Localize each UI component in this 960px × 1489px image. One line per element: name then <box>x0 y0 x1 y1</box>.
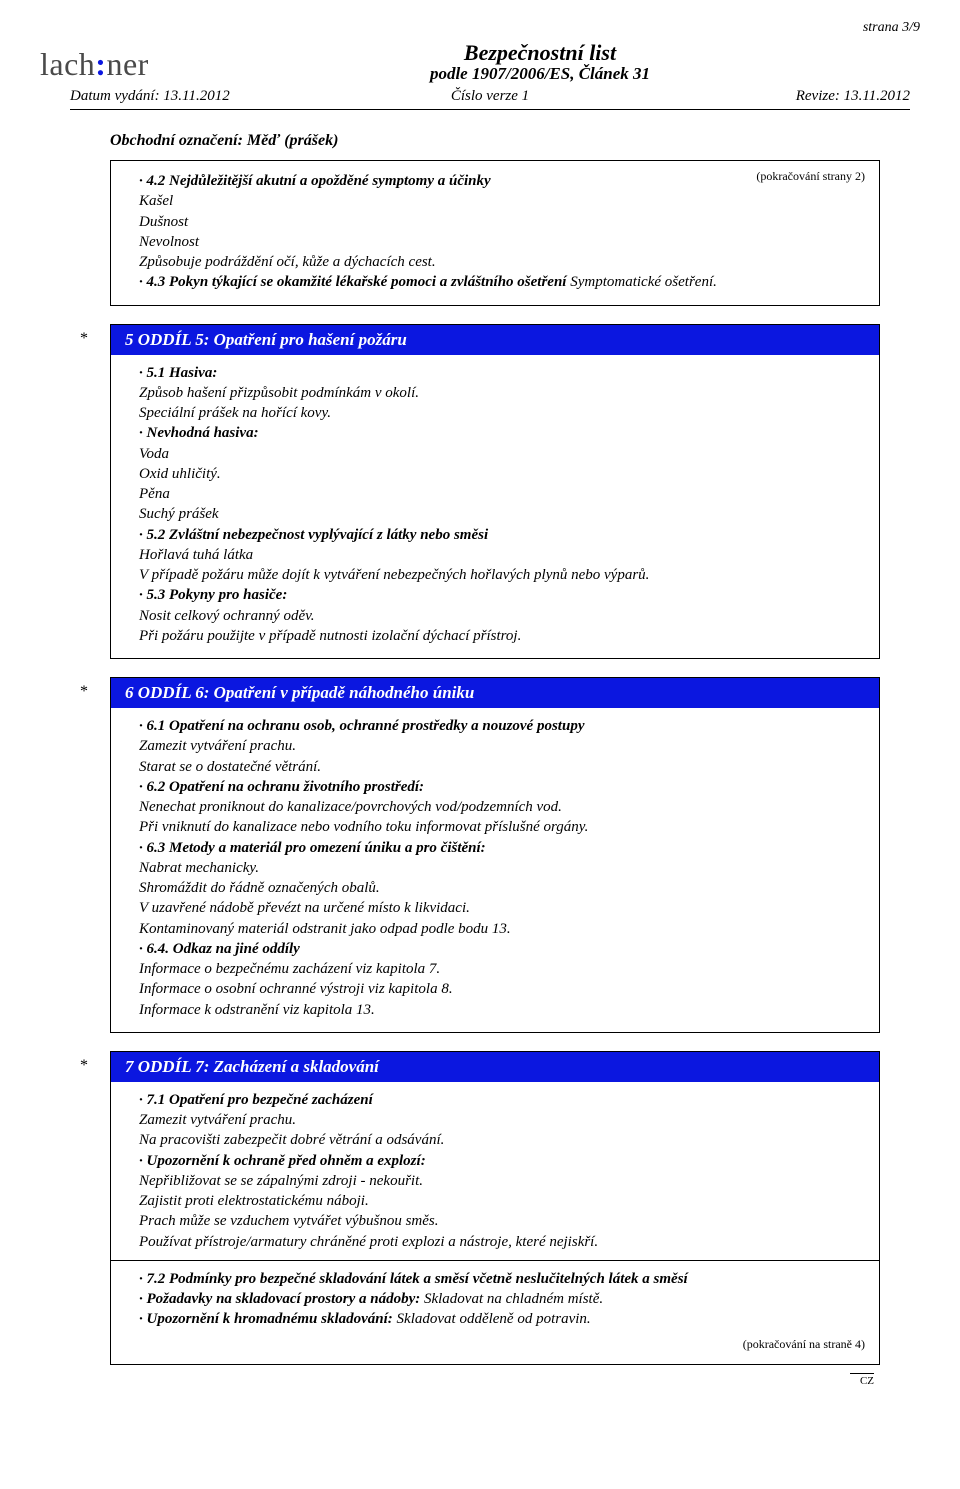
sec4-s3: Nevolnost <box>139 232 865 252</box>
asterisk-6: * <box>80 683 88 701</box>
sec7-hrom-b: Skladovat odděleně od potravin. <box>393 1311 591 1327</box>
doc-subtitle: podle 1907/2006/ES, Článek 31 <box>280 64 800 84</box>
sec5-hnev: Nevhodná hasiva: <box>139 425 259 441</box>
section-6-title: 6 ODDÍL 6: Opatření v případě náhodného … <box>110 677 880 708</box>
sec6-l5: Nabrat mechanicky. <box>139 858 865 878</box>
sec6-l7: V uzavřené nádobě převézt na určené míst… <box>139 898 865 918</box>
sec5-l10: Při požáru použijte v případě nutnosti i… <box>139 626 865 646</box>
version: Číslo verze 1 <box>350 88 630 105</box>
sec6-l10: Informace o osobní ochranné výstroji viz… <box>139 979 865 999</box>
sec4-s2: Dušnost <box>139 212 865 232</box>
issue-date: Datum vydání: 13.11.2012 <box>70 88 350 105</box>
sec6-l3: Nenechat proniknout do kanalizace/povrch… <box>139 797 865 817</box>
sec7-poz-b: Skladovat na chladném místě. <box>420 1291 603 1307</box>
section-5-title: 5 ODDÍL 5: Opatření pro hašení požáru <box>110 324 880 355</box>
sec7-hrom-a: Upozornění k hromadnému skladování: <box>139 1311 393 1327</box>
section-5-header: * 5 ODDÍL 5: Opatření pro hašení požáru <box>80 324 880 355</box>
sec5-h53: 5.3 Pokyny pro hasiče: <box>139 587 287 603</box>
sec5-l8: V případě požáru může dojít k vytváření … <box>139 565 865 585</box>
sec5-l3: Voda <box>139 444 865 464</box>
logo: lach:ner <box>40 40 280 83</box>
sec5-l4: Oxid uhličitý. <box>139 464 865 484</box>
product-name: Obchodní označení: Měď (prášek) <box>110 132 920 150</box>
logo-part2: ner <box>106 46 148 82</box>
section-7-header: * 7 ODDÍL 7: Zacházení a skladování <box>80 1051 880 1082</box>
sec7-l6: Používat přístroje/armatury chráněné pro… <box>139 1232 865 1252</box>
sec5-l6: Suchý prášek <box>139 504 865 524</box>
sec4-h43: 4.3 Pokyn týkající se okamžité lékařské … <box>139 274 566 290</box>
sec6-l9: Informace o bezpečnému zacházení viz kap… <box>139 959 865 979</box>
sec7-h72: 7.2 Podmínky pro bezpečné skladování lát… <box>139 1271 688 1287</box>
sec7-h71: 7.1 Opatření pro bezpečné zacházení <box>139 1092 373 1108</box>
doc-title: Bezpečnostní list <box>280 40 800 66</box>
sec7-l2: Na pracovišti zabezpečit dobré větrání a… <box>139 1130 865 1150</box>
revision: Revize: 13.11.2012 <box>630 88 910 105</box>
sec5-h51: 5.1 Hasiva: <box>139 365 217 381</box>
sec6-h62: 6.2 Opatření na ochranu životního prostř… <box>139 779 424 795</box>
sec6-l8: Kontaminovaný materiál odstranit jako od… <box>139 919 865 939</box>
sec7-l1: Zamezit vytváření prachu. <box>139 1110 865 1130</box>
sec7-l3: Nepřibližovat se se zápalnými zdroji - n… <box>139 1171 865 1191</box>
sec5-l2: Speciální prášek na hořící kovy. <box>139 403 865 423</box>
sec5-h52: 5.2 Zvláštní nebezpečnost vyplývající z … <box>139 527 488 543</box>
section-4-continued: (pokračování strany 2) 4.2 Nejdůležitějš… <box>110 160 880 306</box>
sec6-l6: Shromáždit do řádně označených obalů. <box>139 878 865 898</box>
asterisk-5: * <box>80 330 88 348</box>
sec4-h43b: Symptomatické ošetření. <box>566 274 716 290</box>
meta-row: Datum vydání: 13.11.2012 Číslo verze 1 R… <box>70 86 910 110</box>
sec6-l1: Zamezit vytváření prachu. <box>139 736 865 756</box>
sec5-l1: Způsob hašení přizpůsobit podmínkám v ok… <box>139 383 865 403</box>
logo-colon: : <box>95 46 106 82</box>
lang-mark: CZ <box>850 1373 874 1387</box>
section-7-body: 7.1 Opatření pro bezpečné zacházení Zame… <box>110 1082 880 1365</box>
section-5-body: 5.1 Hasiva: Způsob hašení přizpůsobit po… <box>110 355 880 660</box>
sec6-l2: Starat se o dostatečné větrání. <box>139 757 865 777</box>
section-7-title: 7 ODDÍL 7: Zacházení a skladování <box>110 1051 880 1082</box>
continued-to: (pokračování na straně 4) <box>139 1336 865 1352</box>
section-6-body: 6.1 Opatření na ochranu osob, ochranné p… <box>110 708 880 1033</box>
page-number: strana 3/9 <box>40 20 920 36</box>
sec6-h64: 6.4. Odkaz na jiné oddíly <box>139 941 300 957</box>
header: lach:ner Bezpečnostní list podle 1907/20… <box>40 40 920 84</box>
sec6-h63: 6.3 Metody a materiál pro omezení úniku … <box>139 840 486 856</box>
sec5-l7: Hořlavá tuhá látka <box>139 545 865 565</box>
sec7-l5: Prach může se vzduchem vytvářet výbušnou… <box>139 1211 865 1231</box>
sec4-s1: Kašel <box>139 191 865 211</box>
divider <box>111 1260 879 1261</box>
sec4-h42: 4.2 Nejdůležitější akutní a opožděné sym… <box>139 173 491 189</box>
continued-from: (pokračování strany 2) <box>756 169 865 184</box>
logo-part1: lach <box>40 46 95 82</box>
asterisk-7: * <box>80 1057 88 1075</box>
sec6-l4: Při vniknutí do kanalizace nebo vodního … <box>139 817 865 837</box>
section-6-header: * 6 ODDÍL 6: Opatření v případě náhodnéh… <box>80 677 880 708</box>
sec5-l5: Pěna <box>139 484 865 504</box>
sec5-l9: Nosit celkový ochranný oděv. <box>139 606 865 626</box>
sec7-poz-a: Požadavky na skladovací prostory a nádob… <box>139 1291 420 1307</box>
sec4-s4: Způsobuje podráždění očí, kůže a dýchací… <box>139 252 865 272</box>
sec7-hupoz: Upozornění k ochraně před ohněm a exploz… <box>139 1153 426 1169</box>
title-block: Bezpečnostní list podle 1907/2006/ES, Čl… <box>280 40 800 84</box>
sec6-h61: 6.1 Opatření na ochranu osob, ochranné p… <box>139 718 584 734</box>
sec7-l4: Zajistit proti elektrostatickému náboji. <box>139 1191 865 1211</box>
sec6-l11: Informace k odstranění viz kapitola 13. <box>139 1000 865 1020</box>
